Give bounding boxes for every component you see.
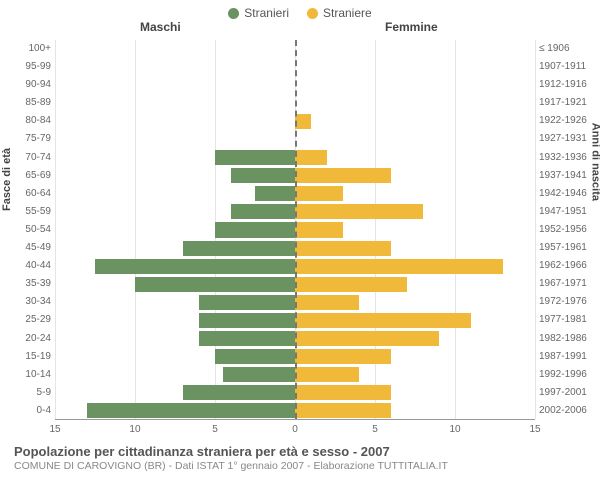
plot-area: Fasce di età Anni di nascita 15105051015…	[55, 40, 535, 440]
birth-year-label: 1972-1976	[539, 293, 595, 311]
birth-year-label: 1932-1936	[539, 149, 595, 167]
bar-female	[295, 204, 423, 219]
legend: Stranieri Straniere	[0, 0, 600, 20]
birth-year-label: 1917-1921	[539, 94, 595, 112]
bar-male	[231, 168, 295, 183]
age-label: 65-69	[7, 167, 51, 185]
bar-female	[295, 349, 391, 364]
x-tick-label: 0	[292, 424, 298, 435]
birth-year-label: 1937-1941	[539, 167, 595, 185]
bar-female	[295, 241, 391, 256]
center-axis-line	[295, 40, 297, 419]
birth-year-label: 1977-1981	[539, 311, 595, 329]
age-label: 5-9	[7, 384, 51, 402]
bar-male	[223, 367, 295, 382]
birth-year-label: 1992-1996	[539, 366, 595, 384]
bar-male	[199, 313, 295, 328]
x-tick-label: 15	[529, 424, 540, 435]
age-label: 35-39	[7, 275, 51, 293]
legend-swatch-female	[307, 8, 318, 19]
birth-year-label: ≤ 1906	[539, 40, 595, 58]
age-label: 80-84	[7, 112, 51, 130]
age-label: 30-34	[7, 293, 51, 311]
age-label: 10-14	[7, 366, 51, 384]
population-pyramid-chart: Stranieri Straniere Maschi Femmine Fasce…	[0, 0, 600, 500]
age-label: 95-99	[7, 58, 51, 76]
bar-male	[255, 186, 295, 201]
age-label: 55-59	[7, 203, 51, 221]
column-headers: Maschi Femmine	[0, 20, 600, 40]
age-label: 20-24	[7, 330, 51, 348]
legend-item-male: Stranieri	[228, 6, 289, 20]
birth-year-label: 1987-1991	[539, 348, 595, 366]
bar-male	[183, 385, 295, 400]
bar-female	[295, 259, 503, 274]
legend-label-female: Straniere	[323, 6, 372, 20]
bar-female	[295, 277, 407, 292]
bar-female	[295, 403, 391, 418]
age-label: 70-74	[7, 149, 51, 167]
x-tick-label: 15	[49, 424, 60, 435]
age-label: 85-89	[7, 94, 51, 112]
legend-swatch-male	[228, 8, 239, 19]
age-label: 40-44	[7, 257, 51, 275]
birth-year-label: 1907-1911	[539, 58, 595, 76]
age-label: 15-19	[7, 348, 51, 366]
x-tick-label: 5	[212, 424, 218, 435]
bar-male	[215, 150, 295, 165]
bar-female	[295, 186, 343, 201]
age-label: 60-64	[7, 185, 51, 203]
birth-year-label: 1952-1956	[539, 221, 595, 239]
birth-year-label: 1967-1971	[539, 275, 595, 293]
birth-year-label: 1922-1926	[539, 112, 595, 130]
bar-female	[295, 295, 359, 310]
bar-male	[135, 277, 295, 292]
x-tick-label: 10	[129, 424, 140, 435]
bar-female	[295, 367, 359, 382]
birth-year-label: 1957-1961	[539, 239, 595, 257]
birth-year-label: 1947-1951	[539, 203, 595, 221]
bar-female	[295, 313, 471, 328]
bar-female	[295, 331, 439, 346]
bar-male	[95, 259, 295, 274]
bar-female	[295, 150, 327, 165]
bar-male	[215, 349, 295, 364]
birth-year-label: 1942-1946	[539, 185, 595, 203]
age-label: 0-4	[7, 402, 51, 420]
bar-female	[295, 222, 343, 237]
age-label: 45-49	[7, 239, 51, 257]
bar-male	[199, 295, 295, 310]
bar-female	[295, 114, 311, 129]
birth-year-label: 2002-2006	[539, 402, 595, 420]
bar-male	[87, 403, 295, 418]
birth-year-label: 1997-2001	[539, 384, 595, 402]
x-tick-label: 5	[372, 424, 378, 435]
age-label: 90-94	[7, 76, 51, 94]
age-label: 50-54	[7, 221, 51, 239]
bar-female	[295, 385, 391, 400]
bar-male	[183, 241, 295, 256]
x-tick-label: 10	[449, 424, 460, 435]
age-label: 100+	[7, 40, 51, 58]
chart-source: COMUNE DI CAROVIGNO (BR) - Dati ISTAT 1°…	[14, 460, 586, 472]
grid-line	[535, 40, 536, 419]
birth-year-label: 1962-1966	[539, 257, 595, 275]
birth-year-label: 1927-1931	[539, 130, 595, 148]
age-label: 75-79	[7, 130, 51, 148]
header-female: Femmine	[385, 20, 438, 34]
bar-male	[199, 331, 295, 346]
bar-male	[215, 222, 295, 237]
legend-item-female: Straniere	[307, 6, 372, 20]
age-label: 25-29	[7, 311, 51, 329]
chart-footer: Popolazione per cittadinanza straniera p…	[0, 440, 600, 472]
chart-title: Popolazione per cittadinanza straniera p…	[14, 444, 586, 459]
birth-year-label: 1912-1916	[539, 76, 595, 94]
birth-year-label: 1982-1986	[539, 330, 595, 348]
bar-male	[231, 204, 295, 219]
legend-label-male: Stranieri	[244, 6, 289, 20]
header-male: Maschi	[140, 20, 181, 34]
bar-female	[295, 168, 391, 183]
